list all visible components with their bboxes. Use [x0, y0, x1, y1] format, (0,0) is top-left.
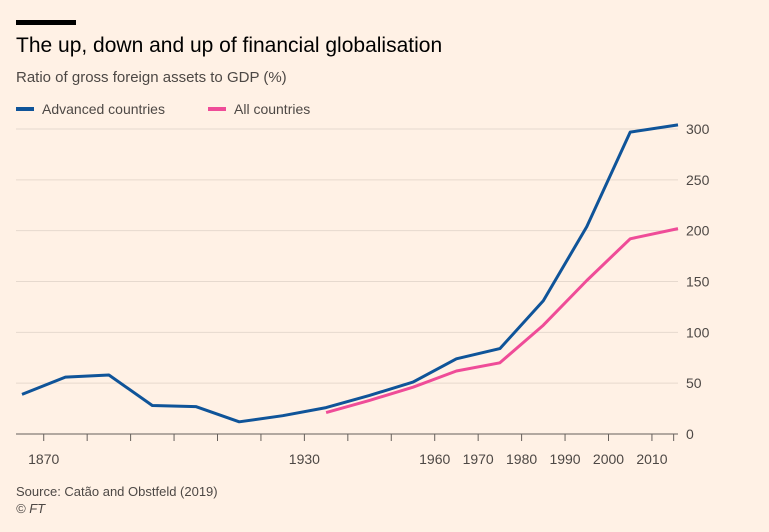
y-tick-label-300: 300 — [686, 121, 710, 137]
x-tick-label-1930: 1930 — [289, 451, 320, 467]
legend-swatch-all — [208, 107, 226, 111]
y-tick-label-50: 50 — [686, 375, 702, 391]
y-tick-label-0: 0 — [686, 426, 694, 442]
x-tick-label-1970: 1970 — [463, 451, 494, 467]
y-tick-label-150: 150 — [686, 274, 710, 290]
series-line-advanced — [21, 123, 679, 424]
x-tick-label-2010: 2010 — [636, 451, 667, 467]
legend-item-advanced: Advanced countries — [16, 101, 165, 117]
y-tick-label-100: 100 — [686, 324, 710, 340]
series-line-all — [325, 227, 679, 415]
chart-title: The up, down and up of financial globali… — [16, 34, 443, 57]
x-tick-label-1980: 1980 — [506, 451, 537, 467]
y-tick-label-250: 250 — [686, 172, 710, 188]
x-tick-label-1870: 1870 — [28, 451, 59, 467]
x-tick-label-2000: 2000 — [593, 451, 624, 467]
x-tick-label-1990: 1990 — [549, 451, 580, 467]
credit-note: © FT — [16, 501, 46, 516]
chart-subtitle: Ratio of gross foreign assets to GDP (%) — [16, 69, 287, 86]
source-note: Source: Catão and Obstfeld (2019) — [16, 484, 218, 499]
legend-label-all: All countries — [234, 101, 311, 117]
x-tick-label-1960: 1960 — [419, 451, 450, 467]
legend-item-all: All countries — [208, 101, 310, 117]
y-tick-label-200: 200 — [686, 223, 710, 239]
legend-swatch-advanced — [16, 107, 34, 111]
brand-bar — [16, 20, 76, 25]
legend-label-advanced: Advanced countries — [42, 101, 165, 117]
